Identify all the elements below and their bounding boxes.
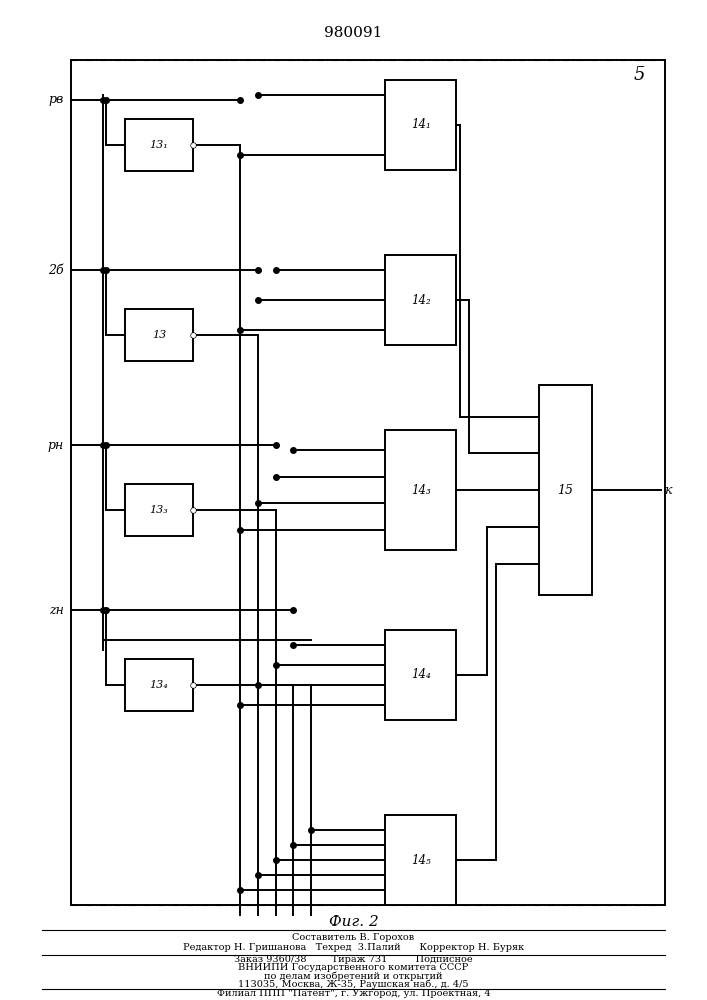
Text: Составитель В. Горохов: Составитель В. Горохов bbox=[293, 934, 414, 942]
Text: 13₄: 13₄ bbox=[150, 680, 168, 690]
Text: Филиал ППП "Патент", г. Ужгород, ул. Проектная, 4: Филиал ППП "Патент", г. Ужгород, ул. Про… bbox=[216, 990, 491, 998]
Text: к: к bbox=[665, 484, 672, 496]
Text: 113035, Москва, Ж-35, Раушская наб., д. 4/5: 113035, Москва, Ж-35, Раушская наб., д. … bbox=[238, 979, 469, 989]
Text: zн: zн bbox=[49, 603, 64, 616]
Text: 14₂: 14₂ bbox=[411, 294, 431, 306]
Bar bbox=[385, 815, 456, 905]
Text: Редактор Н. Гришанова   Техред  3.Палий      Корректор Н. Буряк: Редактор Н. Гришанова Техред 3.Палий Кор… bbox=[183, 944, 524, 952]
Text: Заказ 9360/38        Тираж 731         Подписное: Заказ 9360/38 Тираж 731 Подписное bbox=[234, 956, 473, 964]
Text: 14₁: 14₁ bbox=[411, 118, 431, 131]
Bar bbox=[385, 255, 456, 345]
Text: 15: 15 bbox=[558, 484, 573, 496]
Bar bbox=[126, 484, 192, 536]
Text: 2б: 2б bbox=[48, 263, 64, 276]
Text: 13: 13 bbox=[152, 330, 166, 340]
Text: ВНИИПИ Государственного комитета СССР: ВНИИПИ Государственного комитета СССР bbox=[238, 964, 469, 972]
Bar bbox=[385, 430, 456, 550]
Bar bbox=[71, 60, 665, 905]
Text: 5: 5 bbox=[634, 66, 645, 84]
Text: 13₃: 13₃ bbox=[150, 505, 168, 515]
Text: рн: рн bbox=[47, 438, 64, 452]
Text: 14₃: 14₃ bbox=[411, 484, 431, 496]
Bar bbox=[539, 385, 592, 595]
Text: 13₁: 13₁ bbox=[150, 140, 168, 150]
Bar bbox=[126, 659, 192, 711]
Bar bbox=[385, 80, 456, 170]
Bar bbox=[385, 630, 456, 720]
Text: 980091: 980091 bbox=[325, 26, 382, 40]
Text: 14₄: 14₄ bbox=[411, 668, 431, 682]
Bar bbox=[126, 309, 192, 361]
Text: 14₅: 14₅ bbox=[411, 854, 431, 866]
Text: по делам изобретений и открытий: по делам изобретений и открытий bbox=[264, 971, 443, 981]
Bar bbox=[126, 119, 192, 171]
Text: Фиг. 2: Фиг. 2 bbox=[329, 915, 378, 929]
Text: рв: рв bbox=[48, 94, 64, 106]
